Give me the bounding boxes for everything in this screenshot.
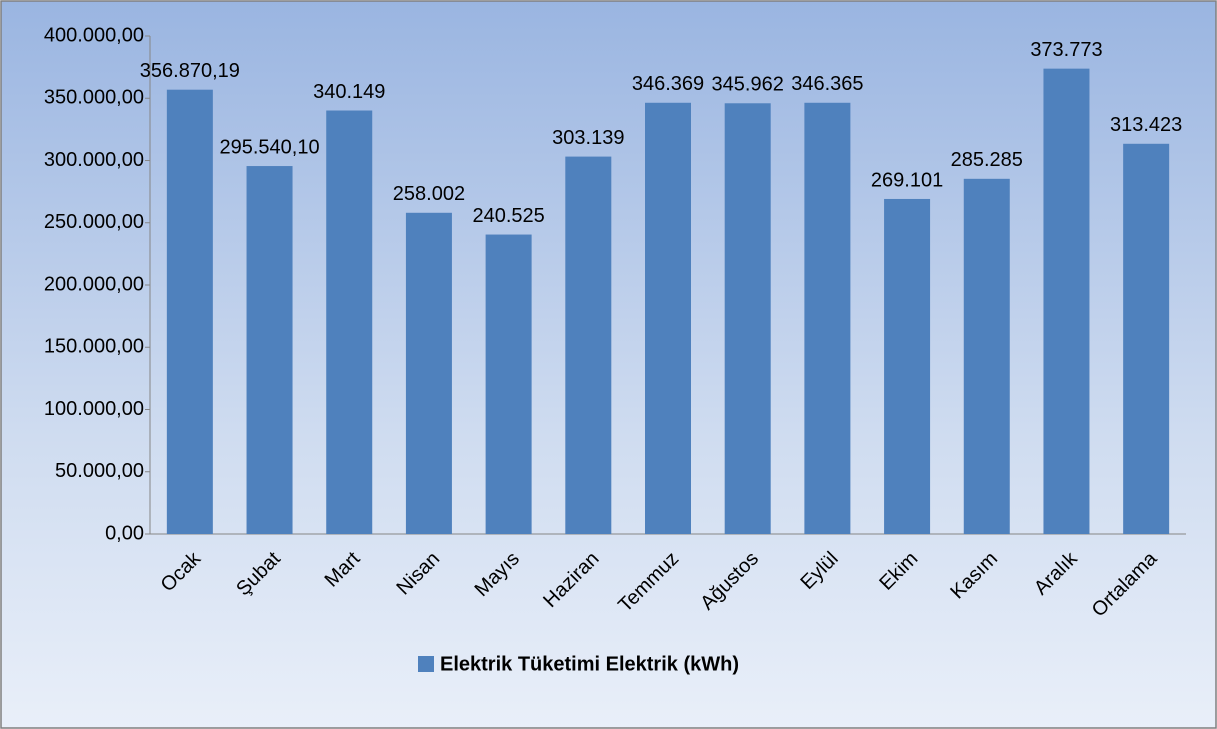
- bar: [326, 110, 373, 534]
- y-tick-label: 150.000,00: [44, 336, 144, 358]
- data-label: 313.423: [1110, 114, 1182, 136]
- data-label: 345.962: [712, 74, 784, 96]
- y-tick-label: 100.000,00: [44, 398, 144, 420]
- y-tick-label: 300.000,00: [44, 149, 144, 171]
- legend-swatch: [418, 656, 434, 672]
- bar: [963, 178, 1010, 534]
- data-label: 356.870,19: [140, 60, 240, 82]
- y-tick-label: 200.000,00: [44, 273, 144, 295]
- data-label: 346.369: [632, 73, 704, 95]
- bar: [485, 234, 532, 534]
- bar: [565, 156, 612, 534]
- y-tick-label: 0,00: [105, 522, 144, 544]
- bar: [246, 166, 293, 534]
- bar: [884, 198, 931, 535]
- data-label: 346.365: [791, 73, 863, 95]
- y-tick-label: 350.000,00: [44, 87, 144, 109]
- bar: [405, 212, 452, 534]
- data-label: 269.101: [871, 169, 943, 191]
- bar: [1123, 143, 1170, 534]
- bar: [804, 102, 851, 534]
- bar: [166, 89, 213, 534]
- legend-label: Elektrik Tüketimi Elektrik (kWh): [440, 653, 739, 675]
- data-label: 258.002: [393, 183, 465, 205]
- data-label: 340.149: [313, 81, 385, 103]
- data-label: 303.139: [552, 127, 624, 149]
- y-tick-label: 250.000,00: [44, 211, 144, 233]
- bar: [1043, 68, 1090, 534]
- data-label: 373.773: [1030, 39, 1102, 61]
- y-tick-label: 400.000,00: [44, 24, 144, 46]
- y-tick-label: 50.000,00: [55, 460, 144, 482]
- bar: [645, 102, 691, 534]
- data-label: 285.285: [951, 149, 1023, 171]
- bar: [724, 103, 771, 534]
- data-label: 295.540,10: [219, 136, 319, 158]
- data-label: 240.525: [472, 205, 544, 227]
